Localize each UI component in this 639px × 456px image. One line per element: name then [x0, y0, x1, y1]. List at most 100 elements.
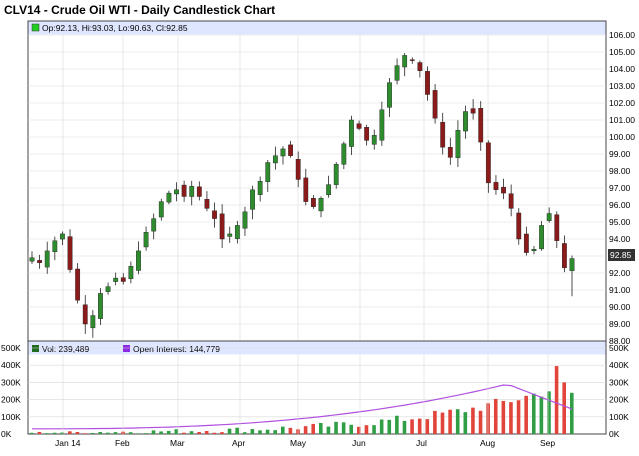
month-tick-label: Jul	[416, 438, 427, 448]
ohlc-legend: Op:92.13, Hi:93.03, Lo:90.63, Cl:92.85	[42, 23, 188, 33]
candle-body	[470, 108, 476, 114]
price-tick-label: 97.00	[609, 183, 631, 193]
candle-body	[227, 233, 233, 237]
candle-body	[425, 71, 430, 95]
candle-body	[478, 108, 484, 143]
volume-bar	[562, 382, 566, 434]
candle-body	[387, 82, 392, 108]
price-panel	[27, 20, 607, 342]
volume-bar	[493, 398, 498, 434]
volume-bar	[311, 423, 316, 434]
volume-bar	[547, 391, 551, 434]
volume-bar	[410, 419, 414, 434]
price-tick-label: 89.00	[609, 319, 631, 329]
candle-body	[272, 155, 278, 164]
price-tick-label: 103.00	[609, 81, 635, 91]
volume-tick-label-right: 200K	[609, 395, 629, 405]
candle-body	[440, 121, 446, 148]
month-tick-label: Apr	[232, 438, 245, 448]
chart-title: CLV14 - Crude Oil WTI - Daily Candlestic…	[4, 3, 276, 17]
volume-bar	[280, 426, 285, 434]
volume-bar	[227, 428, 232, 434]
candle-body	[128, 266, 134, 279]
candle-body	[204, 198, 210, 209]
volume-bar	[425, 419, 430, 434]
volume-bar	[570, 392, 574, 434]
vol-legend: Vol: 239,489	[42, 344, 90, 354]
volume-tick-label-right: 500K	[609, 343, 629, 353]
volume-tick-label-right: 100K	[609, 412, 629, 422]
candle-body	[257, 180, 263, 195]
candle-body	[546, 213, 552, 221]
volume-tick-label-right: 300K	[609, 377, 629, 387]
volume-bar	[242, 432, 247, 434]
candle-body	[318, 197, 324, 212]
candle-body	[539, 225, 544, 250]
candle-body	[455, 129, 461, 159]
volume-bar	[174, 429, 179, 434]
volume-bar	[417, 418, 422, 434]
volume-bar	[524, 395, 528, 434]
price-tick-label: 106.00	[609, 30, 635, 40]
month-tick-label: Mar	[170, 438, 185, 448]
volume-bar	[212, 432, 217, 434]
volume-bar	[98, 432, 103, 434]
candle-body	[250, 189, 255, 210]
candle-body	[90, 315, 96, 329]
volume-bar	[341, 422, 346, 434]
candle-body	[447, 147, 453, 158]
price-panel-header	[28, 21, 606, 35]
candle-body	[463, 111, 468, 132]
volume-bar	[45, 433, 49, 434]
candle-body	[303, 177, 309, 202]
volume-bar	[364, 425, 369, 434]
candle-body	[143, 231, 149, 248]
volume-bar	[471, 407, 475, 434]
volume-bar	[509, 402, 513, 434]
candle-body	[402, 55, 408, 68]
month-tick-label: Sep	[540, 438, 555, 448]
volume-bar	[106, 432, 110, 434]
candle-body	[523, 233, 529, 253]
candle-body	[326, 184, 332, 196]
candle-body	[174, 189, 179, 195]
volume-bar	[250, 429, 255, 434]
volume-bar	[334, 421, 338, 434]
volume-bar	[531, 393, 536, 434]
candles	[29, 53, 575, 338]
volume-bar	[90, 433, 95, 434]
volume-bar	[144, 433, 148, 434]
candle-body	[311, 198, 316, 207]
volume-tick-label-left: 300K	[1, 377, 21, 387]
volume-bar	[303, 426, 308, 434]
candle-body	[417, 62, 423, 71]
candle-body	[219, 213, 225, 240]
candle-body	[181, 184, 187, 197]
price-tick-label: 99.00	[609, 149, 631, 159]
volume-bar	[273, 430, 277, 434]
volume-axis: 0K 0K 100K 100K 200K 200K 300K 300K 400K 400K 500K…	[1, 343, 629, 439]
candle-body	[113, 277, 119, 282]
volume-bar	[258, 430, 262, 434]
volume-bar	[220, 432, 224, 434]
volume-tick-label-left: 200K	[1, 395, 21, 405]
oi-legend-swatch	[123, 345, 130, 352]
volume-bar	[288, 427, 293, 434]
price-tick-label: 94.00	[609, 234, 631, 244]
price-tick-label: 96.00	[609, 200, 631, 210]
volume-bar	[30, 432, 34, 434]
candle-body	[394, 65, 400, 81]
volume-bar	[136, 433, 141, 434]
volume-bar	[52, 432, 57, 434]
price-tick-label: 102.00	[609, 98, 635, 108]
candle-body	[501, 186, 506, 194]
candle-body	[75, 268, 81, 301]
volume-bar	[235, 427, 239, 434]
candle-body	[356, 123, 362, 129]
volume-bar	[440, 412, 445, 434]
candle-body	[242, 211, 248, 229]
candle-body	[516, 212, 522, 240]
candle-body	[485, 142, 491, 184]
volume-tick-label-left: 500K	[1, 343, 21, 353]
